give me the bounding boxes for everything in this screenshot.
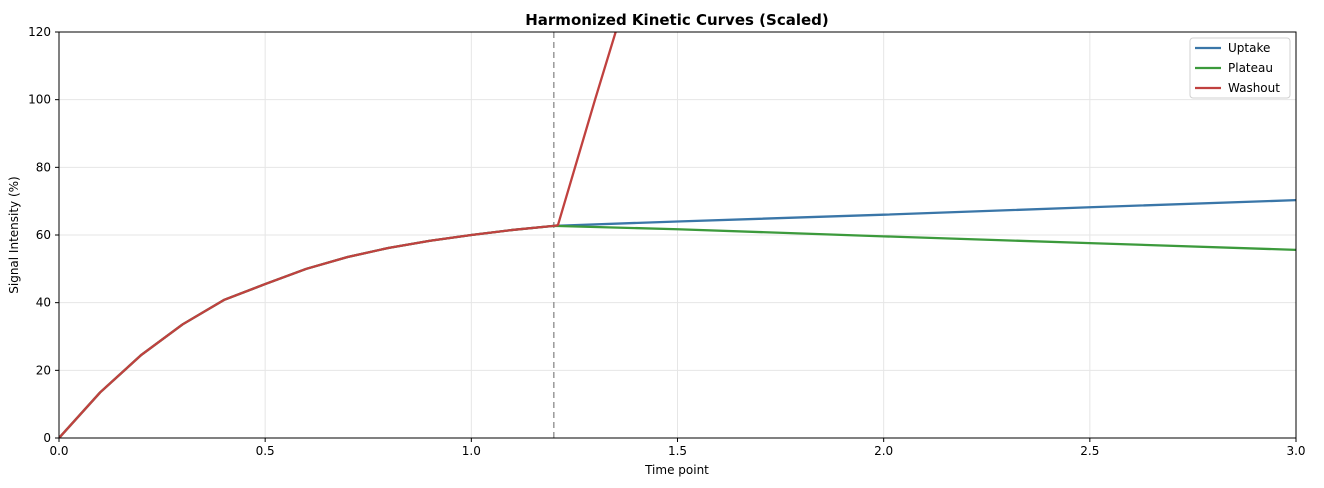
legend-box	[1189, 37, 1291, 99]
x-tick-label: 1.0	[462, 444, 481, 458]
x-tick-label: 2.0	[874, 444, 893, 458]
y-tick-label: 60	[36, 228, 51, 242]
series-layer	[59, 32, 1296, 438]
x-tick-label: 0.5	[256, 444, 275, 458]
y-axis-ticks: 0 20 40 60 80 100 120	[28, 25, 59, 445]
legend-label: Uptake	[1228, 41, 1270, 55]
grid	[58, 31, 1297, 439]
y-tick-label: 40	[36, 296, 51, 310]
x-tick-label: 0.0	[49, 444, 68, 458]
series-line-washout	[59, 32, 617, 438]
y-tick-label: 100	[28, 93, 51, 107]
legend: Uptake Plateau Washout	[1189, 37, 1291, 99]
x-tick-label: 1.5	[668, 444, 687, 458]
y-tick-label: 20	[36, 363, 51, 377]
y-axis-label: Signal Intensity (%)	[7, 176, 21, 294]
y-tick-label: 120	[28, 25, 51, 39]
x-tick-label: 2.5	[1080, 444, 1099, 458]
x-axis-ticks: 0.0 0.5 1.0 1.5 2.0 2.5 3.0	[49, 438, 1306, 458]
x-axis-label: Time point	[644, 463, 709, 477]
x-tick-label: 3.0	[1286, 444, 1305, 458]
y-tick-label: 80	[36, 160, 51, 174]
legend-label: Washout	[1228, 81, 1280, 95]
legend-label: Plateau	[1228, 61, 1273, 75]
chart-title: Harmonized Kinetic Curves (Scaled)	[525, 11, 829, 29]
y-tick-label: 0	[43, 431, 51, 445]
